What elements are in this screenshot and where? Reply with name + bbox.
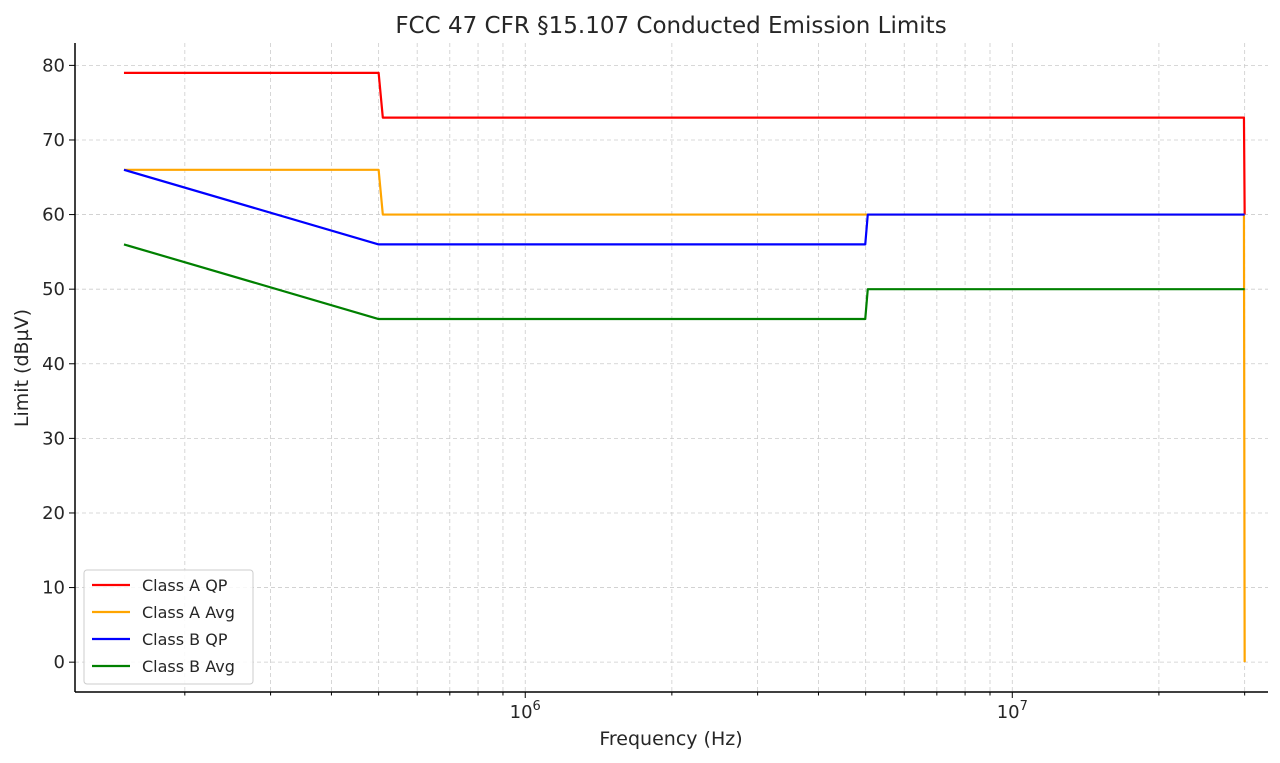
y-tick-label: 70 xyxy=(42,130,65,151)
legend-label: Class B QP xyxy=(142,630,228,649)
y-tick-label: 50 xyxy=(42,279,65,300)
y-tick-label: 30 xyxy=(42,428,65,449)
x-tick-label: 106 xyxy=(510,699,541,723)
legend-label: Class A Avg xyxy=(142,603,235,622)
x-tick-label: 107 xyxy=(997,699,1028,723)
series-line-3 xyxy=(123,243,1245,321)
y-axis-label: Limit (dBµV) xyxy=(11,309,33,427)
legend: Class A QP Class A Avg Class B QP Class B A… xyxy=(83,569,254,685)
tick-labels: 0 10 20 30 40 50 60 70 80 106 107 xyxy=(42,55,1246,723)
y-tick-label: 0 xyxy=(54,652,65,673)
y-tick-label: 10 xyxy=(42,578,65,599)
y-tick-label: 60 xyxy=(42,205,65,226)
series-line-0 xyxy=(123,71,1246,215)
series-line-1 xyxy=(123,168,1246,663)
series-line-2 xyxy=(123,168,1245,246)
y-tick-label: 20 xyxy=(42,503,65,524)
legend-label: Class B Avg xyxy=(142,657,235,676)
y-tick-label: 40 xyxy=(42,354,65,375)
y-tick-label: 80 xyxy=(42,55,65,76)
series-lines xyxy=(123,71,1246,663)
grid-lines xyxy=(75,43,1268,692)
legend-box xyxy=(83,569,254,685)
legend-label: Class A QP xyxy=(142,576,228,595)
x-axis-label: Frequency (Hz) xyxy=(599,728,742,750)
chart-title: FCC 47 CFR §15.107 Conducted Emission Li… xyxy=(395,13,946,39)
